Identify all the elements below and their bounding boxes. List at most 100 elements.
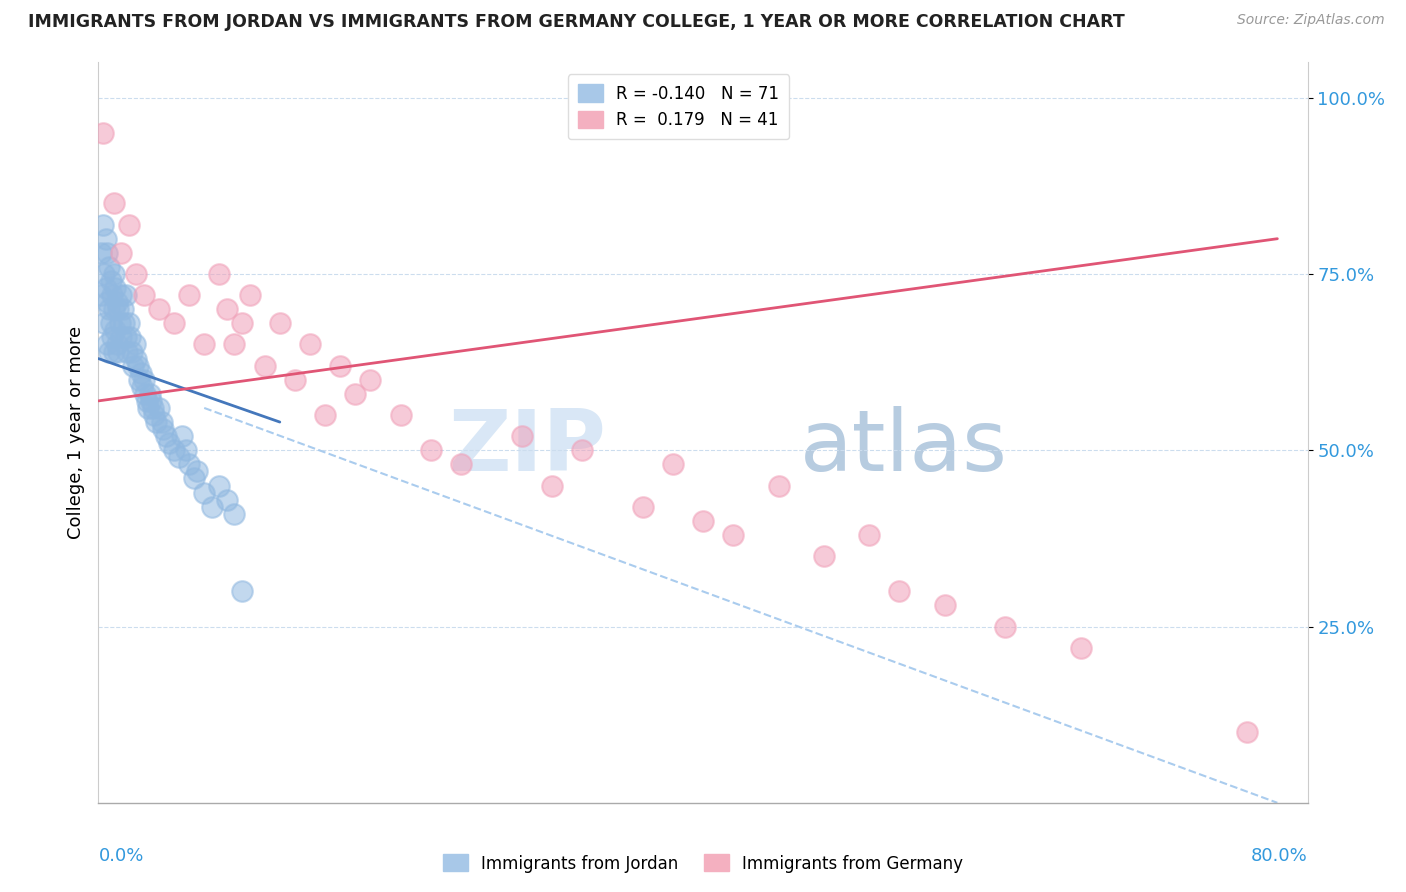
Point <box>108 316 131 330</box>
Point <box>129 366 152 380</box>
Point <box>571 443 593 458</box>
Point <box>231 584 253 599</box>
Point <box>96 337 118 351</box>
Point <box>139 387 162 401</box>
Point <box>96 245 118 260</box>
Point <box>127 359 149 373</box>
Point <box>104 323 127 337</box>
Point <box>152 422 174 436</box>
Point <box>170 429 193 443</box>
Point <box>93 316 115 330</box>
Point <box>103 302 125 317</box>
Point <box>1236 725 1258 739</box>
Point <box>420 443 443 458</box>
Point <box>253 359 276 373</box>
Point <box>692 514 714 528</box>
Point <box>299 337 322 351</box>
Point <box>389 408 412 422</box>
Point <box>91 126 114 140</box>
Point <box>115 344 138 359</box>
Point <box>224 337 246 351</box>
Point <box>101 288 124 302</box>
Point <box>105 337 128 351</box>
Point <box>96 295 118 310</box>
Point <box>148 302 170 317</box>
Point <box>858 528 880 542</box>
Point <box>136 401 159 415</box>
Point <box>661 458 683 472</box>
Point <box>103 267 125 281</box>
Point <box>994 619 1017 633</box>
Point <box>110 330 132 344</box>
Point <box>98 260 121 274</box>
Point <box>179 458 201 472</box>
Point <box>103 196 125 211</box>
Point <box>163 316 186 330</box>
Point <box>110 288 132 302</box>
Point <box>155 429 177 443</box>
Point <box>90 288 112 302</box>
Point <box>224 507 246 521</box>
Point <box>329 359 352 373</box>
Point <box>159 436 181 450</box>
Point <box>132 288 155 302</box>
Point <box>239 288 262 302</box>
Point <box>540 478 562 492</box>
Text: IMMIGRANTS FROM JORDAN VS IMMIGRANTS FROM GERMANY COLLEGE, 1 YEAR OR MORE CORREL: IMMIGRANTS FROM JORDAN VS IMMIGRANTS FRO… <box>28 13 1125 31</box>
Point <box>111 302 134 317</box>
Legend: Immigrants from Jordan, Immigrants from Germany: Immigrants from Jordan, Immigrants from … <box>436 847 970 880</box>
Point <box>450 458 472 472</box>
Point <box>125 351 148 366</box>
Point <box>208 267 231 281</box>
Point <box>125 267 148 281</box>
Point <box>201 500 224 514</box>
Point <box>90 245 112 260</box>
Point <box>131 380 153 394</box>
Point <box>121 344 143 359</box>
Point <box>91 218 114 232</box>
Y-axis label: College, 1 year or more: College, 1 year or more <box>66 326 84 539</box>
Point <box>768 478 790 492</box>
Point <box>889 584 911 599</box>
Point <box>179 288 201 302</box>
Point <box>314 408 336 422</box>
Point <box>163 443 186 458</box>
Text: Source: ZipAtlas.com: Source: ZipAtlas.com <box>1237 13 1385 28</box>
Point <box>344 387 367 401</box>
Point <box>142 401 165 415</box>
Point <box>128 373 150 387</box>
Point <box>93 267 115 281</box>
Point <box>94 232 117 246</box>
Point <box>118 218 141 232</box>
Text: atlas: atlas <box>800 406 1008 489</box>
Point <box>148 401 170 415</box>
Point <box>112 316 135 330</box>
Point <box>107 302 129 317</box>
Text: ZIP: ZIP <box>449 406 606 489</box>
Point <box>934 599 956 613</box>
Point <box>150 415 173 429</box>
Point <box>813 549 835 563</box>
Point <box>122 359 145 373</box>
Point <box>114 330 136 344</box>
Point <box>215 302 238 317</box>
Legend: R = -0.140   N = 71, R =  0.179   N = 41: R = -0.140 N = 71, R = 0.179 N = 41 <box>568 74 790 139</box>
Point <box>124 337 146 351</box>
Point <box>631 500 654 514</box>
Point <box>118 316 141 330</box>
Point <box>114 288 136 302</box>
Point <box>101 330 124 344</box>
Point <box>141 393 163 408</box>
Point <box>167 450 190 465</box>
Point <box>135 393 157 408</box>
Point <box>269 316 291 330</box>
Point <box>103 344 125 359</box>
Point <box>132 373 155 387</box>
Point <box>193 485 215 500</box>
Text: 0.0%: 0.0% <box>98 847 143 865</box>
Point <box>174 443 197 458</box>
Point <box>98 344 121 359</box>
Point <box>107 344 129 359</box>
Point <box>104 281 127 295</box>
Point <box>100 316 122 330</box>
